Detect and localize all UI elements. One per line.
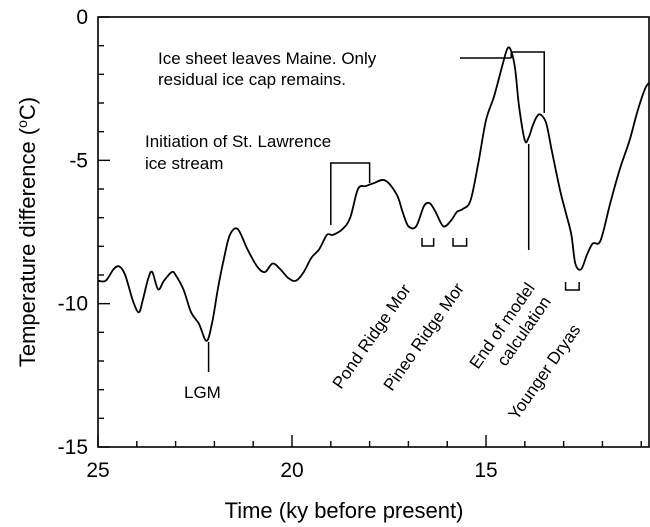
y-tick-label: -15 [58,436,88,459]
x-tick-label: 25 [86,459,109,482]
st-lawrence-bracket [330,162,371,225]
pond-ridge-bracket [421,238,435,247]
pineo-ridge-bracket [452,238,468,247]
axis-ticks [97,16,642,448]
temperature-series-line [97,46,650,342]
x-tick-label: 15 [474,459,497,482]
axis-tick-labels: 25 20 15 0 -5 -10 -15 [58,6,498,482]
y-tick-label: 0 [76,6,88,29]
annotation-ice-sheet: Ice sheet leaves Maine. Only residual ic… [158,49,381,89]
y-tick-label: -5 [69,149,88,172]
x-axis-label: Time (ky before present) [225,498,464,523]
y-tick-label: -10 [58,293,88,316]
y-axis-label: Temperature difference (oC) [14,97,40,367]
annotation-markers [207,51,580,372]
younger-dryas-bracket [564,282,580,291]
x-tick-label: 20 [280,459,303,482]
annotation-st-lawrence: Initiation of St. Lawrence ice stream [145,132,336,173]
plot-frame [97,16,650,448]
annotation-lgm: LGM [184,383,221,402]
ice-sheet-bracket [460,51,545,113]
